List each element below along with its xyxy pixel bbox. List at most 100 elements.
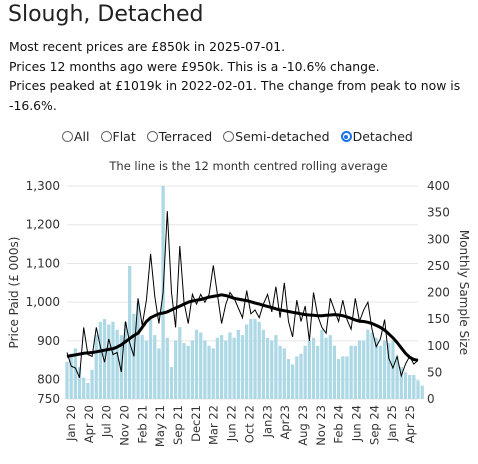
sample-bar [345, 356, 349, 399]
x-tick-label: May 21 [153, 405, 167, 447]
filter-option-all[interactable]: All [62, 129, 90, 144]
sample-bar [98, 321, 103, 399]
sample-bar [203, 340, 207, 399]
sample-bar [178, 327, 182, 399]
filter-option-semi-detached[interactable]: Semi-detached [223, 129, 330, 144]
filter-label-detached: Detached [352, 129, 413, 144]
filter-option-flat[interactable]: Flat [100, 129, 136, 144]
sample-bar [362, 340, 366, 399]
sample-bar [311, 337, 316, 399]
x-tick-label: Aug 23 [296, 405, 310, 446]
sample-bar [65, 361, 69, 399]
y2-tick-label: 0 [427, 392, 435, 406]
x-tick-label: Jan 20 [64, 405, 78, 442]
x-tick-label: Nov 20 [118, 405, 132, 446]
filter-label-terraced: Terraced [158, 129, 213, 144]
x-tick-label: Apr 25 [403, 405, 417, 443]
filter-label-semi-detached: Semi-detached [235, 129, 330, 144]
sample-bar [265, 337, 270, 399]
y-tick-label: 800 [37, 373, 60, 387]
sample-bar [169, 367, 174, 399]
sample-bar [378, 345, 383, 399]
sample-bar [211, 348, 215, 399]
rolling-average-line [66, 293, 419, 362]
filter-option-detached[interactable]: Detached [340, 129, 413, 144]
x-tick-label: Apr 20 [82, 405, 96, 443]
sample-bar [215, 337, 220, 399]
sample-bar [174, 340, 178, 399]
sample-bar [374, 337, 378, 399]
y2-tick-label: 100 [427, 339, 450, 353]
sample-bar [332, 345, 337, 399]
sample-bar [136, 303, 140, 399]
x-tick-label: Dec21 [189, 405, 203, 442]
sample-bar [69, 353, 73, 399]
filter-option-terraced[interactable]: Terraced [146, 129, 213, 144]
sample-bar [194, 329, 199, 399]
x-tick-label: Sep 21 [171, 405, 185, 445]
sample-bar [90, 369, 94, 399]
sample-bar [395, 356, 399, 399]
summary-annual-change: Prices 12 months ago were £950k. This is… [9, 58, 380, 74]
sample-bar [366, 329, 370, 399]
sample-bar [412, 375, 416, 399]
sample-bar [408, 375, 412, 399]
sample-bar [144, 340, 149, 399]
sample-bar [253, 319, 257, 399]
x-tick-label: Feb 21 [135, 405, 149, 444]
sample-bar [232, 337, 236, 399]
sample-bar [228, 332, 232, 399]
y2-axis-label: Monthly Sample Size [457, 230, 471, 355]
sample-bar [353, 345, 357, 399]
page-title: Slough, Detached [8, 2, 204, 27]
sample-bar [324, 337, 328, 399]
radio-detached-icon[interactable] [340, 131, 352, 142]
sample-bar [336, 359, 341, 399]
sample-bar [111, 321, 115, 399]
sample-bar [399, 367, 403, 399]
x-tick-label: Jan23 [260, 405, 274, 438]
radio-all-icon[interactable] [62, 131, 73, 142]
sample-bar [165, 337, 169, 399]
sample-bar [182, 343, 186, 399]
radio-flat-icon[interactable] [100, 131, 112, 142]
x-tick-label: Mar 22 [207, 405, 221, 445]
sample-bar [295, 356, 299, 399]
sample-bar [303, 345, 307, 399]
sample-bar [403, 372, 408, 399]
y2-tick-label: 50 [427, 365, 442, 379]
sample-bar [291, 364, 295, 399]
y-tick-label: 1,000 [26, 295, 60, 309]
filter-label-flat: Flat [112, 129, 136, 144]
sample-bar [102, 319, 107, 399]
sample-bar [190, 340, 194, 399]
sample-bar [274, 335, 278, 399]
summary-recent-price: Most recent prices are £850k in 2025-07-… [9, 39, 286, 54]
x-tick-label: Jan 25 [385, 405, 399, 442]
sample-bar [257, 321, 261, 399]
sample-bar [86, 383, 90, 399]
y2-tick-label: 250 [427, 259, 450, 273]
sample-bar [387, 343, 391, 399]
chart-title: The line is the 12 month centred rolling… [108, 159, 387, 173]
sample-bar [320, 329, 324, 399]
sample-bar [148, 319, 153, 399]
radio-semi-detached-icon[interactable] [223, 131, 235, 142]
y-tick-label: 900 [37, 334, 60, 348]
y-tick-label: 750 [37, 392, 60, 406]
sample-bar [282, 348, 286, 399]
sample-bar [261, 329, 266, 399]
sample-bar [82, 377, 86, 399]
price-chart: The line is the 12 month centred rolling… [7, 159, 471, 447]
sample-bar [328, 335, 332, 399]
radio-terraced-icon[interactable] [146, 131, 158, 142]
sample-bar [416, 380, 420, 399]
sample-bar [270, 340, 274, 399]
sample-bar [240, 335, 245, 399]
sample-bar [73, 348, 77, 399]
sample-bar [94, 335, 98, 399]
x-tick-label: Nov 23 [314, 405, 328, 446]
sample-bar [224, 340, 228, 399]
x-tick-label: Oct 22 [242, 405, 256, 443]
y2-tick-label: 400 [427, 179, 450, 193]
